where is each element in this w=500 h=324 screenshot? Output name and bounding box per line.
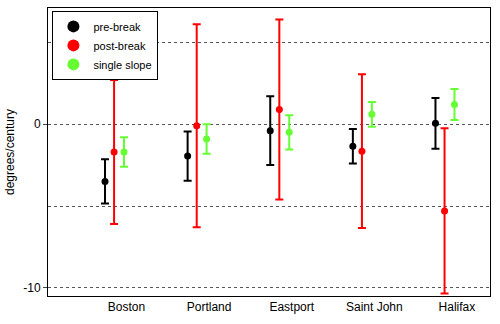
svg-text:0: 0 — [34, 117, 41, 131]
svg-text:Saint John: Saint John — [346, 300, 403, 314]
svg-text:post-break: post-break — [93, 40, 145, 52]
svg-text:single slope: single slope — [93, 59, 151, 71]
svg-text:Halifax: Halifax — [439, 300, 476, 314]
svg-text:pre-break: pre-break — [93, 21, 141, 33]
svg-text:-10: -10 — [23, 281, 41, 295]
svg-text:Portland: Portland — [187, 300, 232, 314]
svg-text:Eastport: Eastport — [269, 300, 314, 314]
svg-text:Boston: Boston — [108, 300, 145, 314]
svg-text:degrees/century: degrees/century — [3, 109, 17, 195]
